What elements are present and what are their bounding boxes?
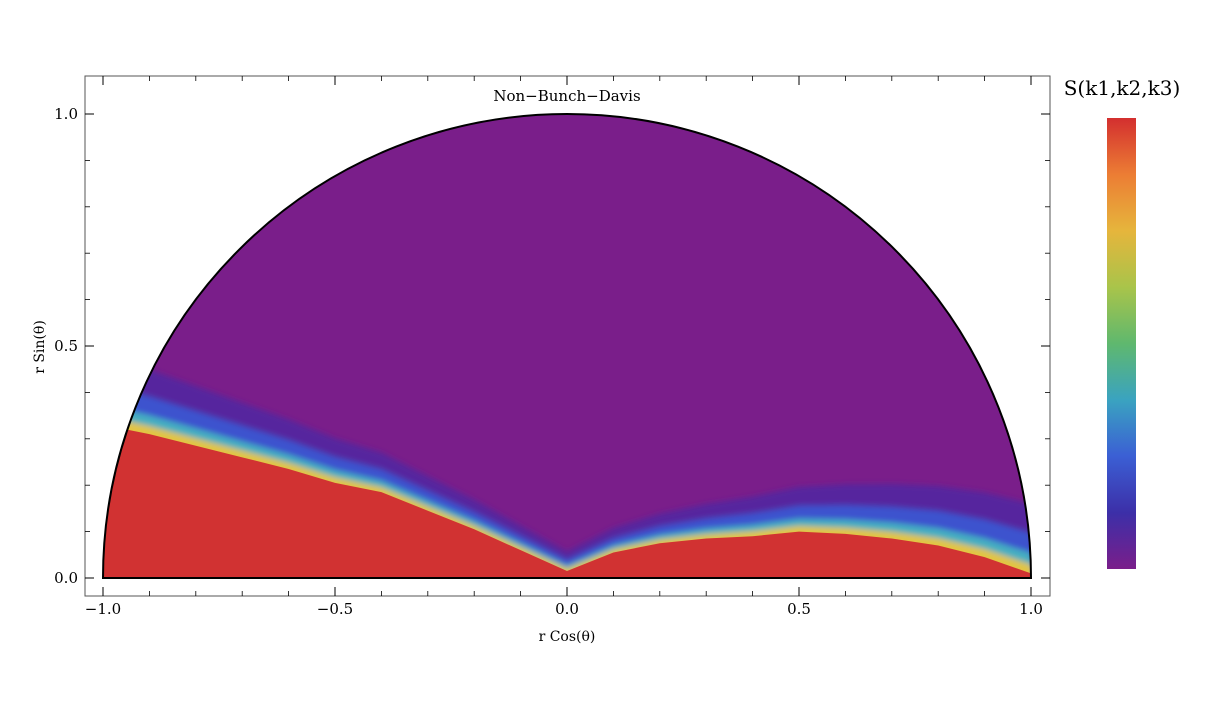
y-tick-label: 1.0 <box>54 105 78 123</box>
heatmap-high-region <box>103 424 1031 578</box>
minor-ticks <box>85 76 1050 596</box>
x-tick-label: −1.0 <box>85 600 121 618</box>
y-axis-ticks: 0.0 0.5 1.0 <box>54 105 1050 587</box>
heatmap <box>103 114 1031 578</box>
x-tick-label: 1.0 <box>1019 600 1043 618</box>
y-tick-label: 0.5 <box>54 337 78 355</box>
chart-title: Non−Bunch−Davis <box>493 87 640 105</box>
x-tick-label: 0.5 <box>787 600 811 618</box>
x-tick-label: 0.0 <box>555 600 579 618</box>
half-disk-outline <box>101 113 1033 579</box>
colorbar-gradient <box>1107 118 1136 569</box>
colorbar: S(k1,k2,k3) <box>1064 76 1181 569</box>
colorbar-label: S(k1,k2,k3) <box>1064 76 1181 100</box>
x-axis-label: r Cos(θ) <box>539 629 596 645</box>
x-tick-label: −0.5 <box>317 600 353 618</box>
y-tick-label: 0.0 <box>54 569 78 587</box>
y-axis-label: r Sin(θ) <box>32 320 48 374</box>
x-axis-ticks: −1.0 −0.5 0.0 0.5 1.0 <box>85 76 1043 618</box>
